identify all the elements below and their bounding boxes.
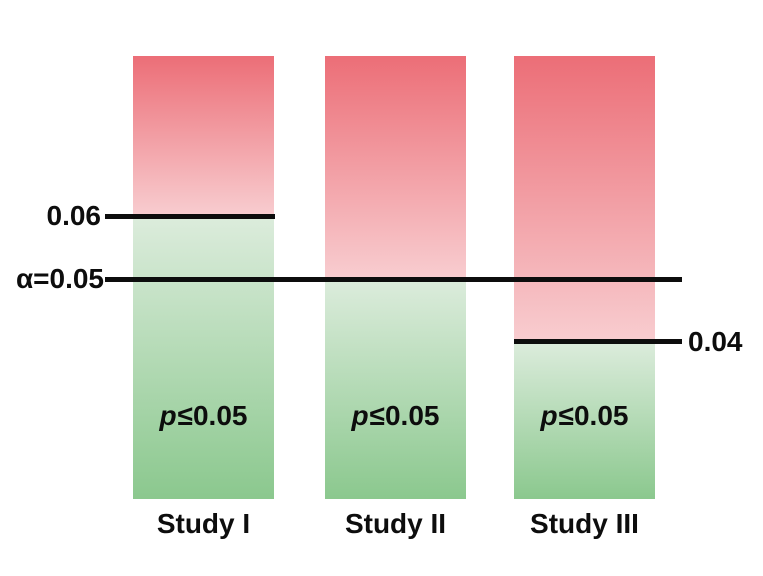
- p-region-value: ≤0.05: [369, 400, 440, 431]
- alpha-threshold-line: [105, 276, 682, 282]
- p-region-value: ≤0.05: [177, 400, 248, 431]
- p-value-label-study-3: 0.04: [688, 325, 743, 357]
- p-value-line-study-3: [514, 339, 682, 345]
- study-3-label: Study III: [530, 508, 639, 539]
- p-value-label-study-1: 0.06: [46, 200, 102, 232]
- p-symbol: p: [351, 400, 369, 431]
- p-symbol: p: [540, 400, 558, 431]
- p-value-line-study-1: [105, 213, 275, 219]
- p-region-value: ≤0.05: [558, 400, 629, 431]
- study-2-label: Study II: [344, 508, 447, 539]
- p-region-label-study-2: p≤0.05: [325, 402, 466, 430]
- p-region-label-study-1: p≤0.05: [133, 402, 274, 430]
- p-symbol: p: [159, 400, 177, 431]
- p-region-label-study-3: p≤0.05: [514, 402, 655, 430]
- study-1-label: Study I: [156, 508, 251, 539]
- alpha-threshold-label: α=0.05: [15, 263, 104, 294]
